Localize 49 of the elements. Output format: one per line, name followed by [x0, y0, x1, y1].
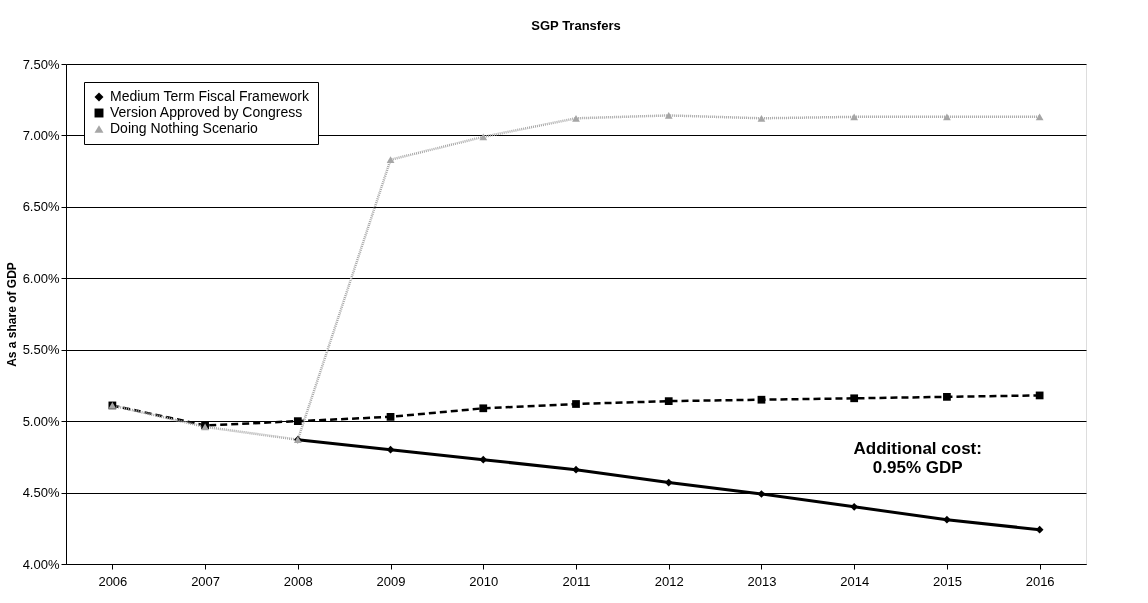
x-tick-label: 2012 [654, 573, 684, 589]
y-tick-label: 4.00% [22, 556, 60, 572]
point [943, 113, 951, 121]
y-axis-title: As a share of GDP [4, 262, 19, 367]
y-tick-label: 6.00% [22, 270, 60, 286]
x-tick-label: 2008 [283, 573, 313, 589]
chart-title: SGP Transfers [531, 18, 621, 33]
point [479, 404, 488, 413]
point [664, 478, 673, 487]
y-tick-label: 7.50% [22, 56, 60, 72]
x-tick-label: 2016 [1025, 573, 1055, 589]
x-tick-label: 2013 [747, 573, 777, 589]
point [572, 465, 580, 474]
y-tick-label: 6.50% [22, 199, 60, 215]
y-tick-label: 5.50% [22, 342, 60, 358]
y-tick-label: 5.00% [22, 413, 60, 429]
legend-label: Doing Nothing Scenario [110, 120, 259, 136]
point [479, 455, 488, 464]
x-tick-label: 2014 [840, 573, 870, 589]
point [757, 490, 766, 498]
x-tick-label: 2015 [932, 573, 962, 589]
point [572, 114, 580, 122]
point [757, 114, 766, 122]
point [386, 445, 395, 454]
point [664, 112, 673, 119]
annotation: Additional cost: 0.95% GDP [853, 439, 982, 477]
point [479, 133, 488, 141]
point [293, 417, 302, 426]
x-tick-label: 2009 [376, 573, 406, 589]
x-tick-label: 2010 [469, 573, 499, 589]
y-tick-label: 7.00% [22, 127, 60, 143]
point [1035, 525, 1044, 534]
point [664, 397, 673, 406]
point [757, 395, 766, 404]
point [943, 392, 951, 401]
x-tick-label: 2011 [562, 573, 591, 589]
x-tick-label: 2007 [191, 573, 221, 589]
point [386, 156, 395, 164]
point [1035, 113, 1044, 121]
x-tick-label: 2006 [98, 573, 128, 589]
legend-label: Version Approved by Congress [110, 104, 303, 120]
y-tick-label: 4.50% [22, 485, 60, 501]
point [943, 515, 951, 524]
point [1035, 391, 1044, 400]
legend-label: Medium Term Fiscal Framework [110, 88, 310, 104]
point [850, 113, 859, 121]
point [572, 400, 580, 408]
point [386, 412, 395, 421]
point [850, 394, 859, 403]
